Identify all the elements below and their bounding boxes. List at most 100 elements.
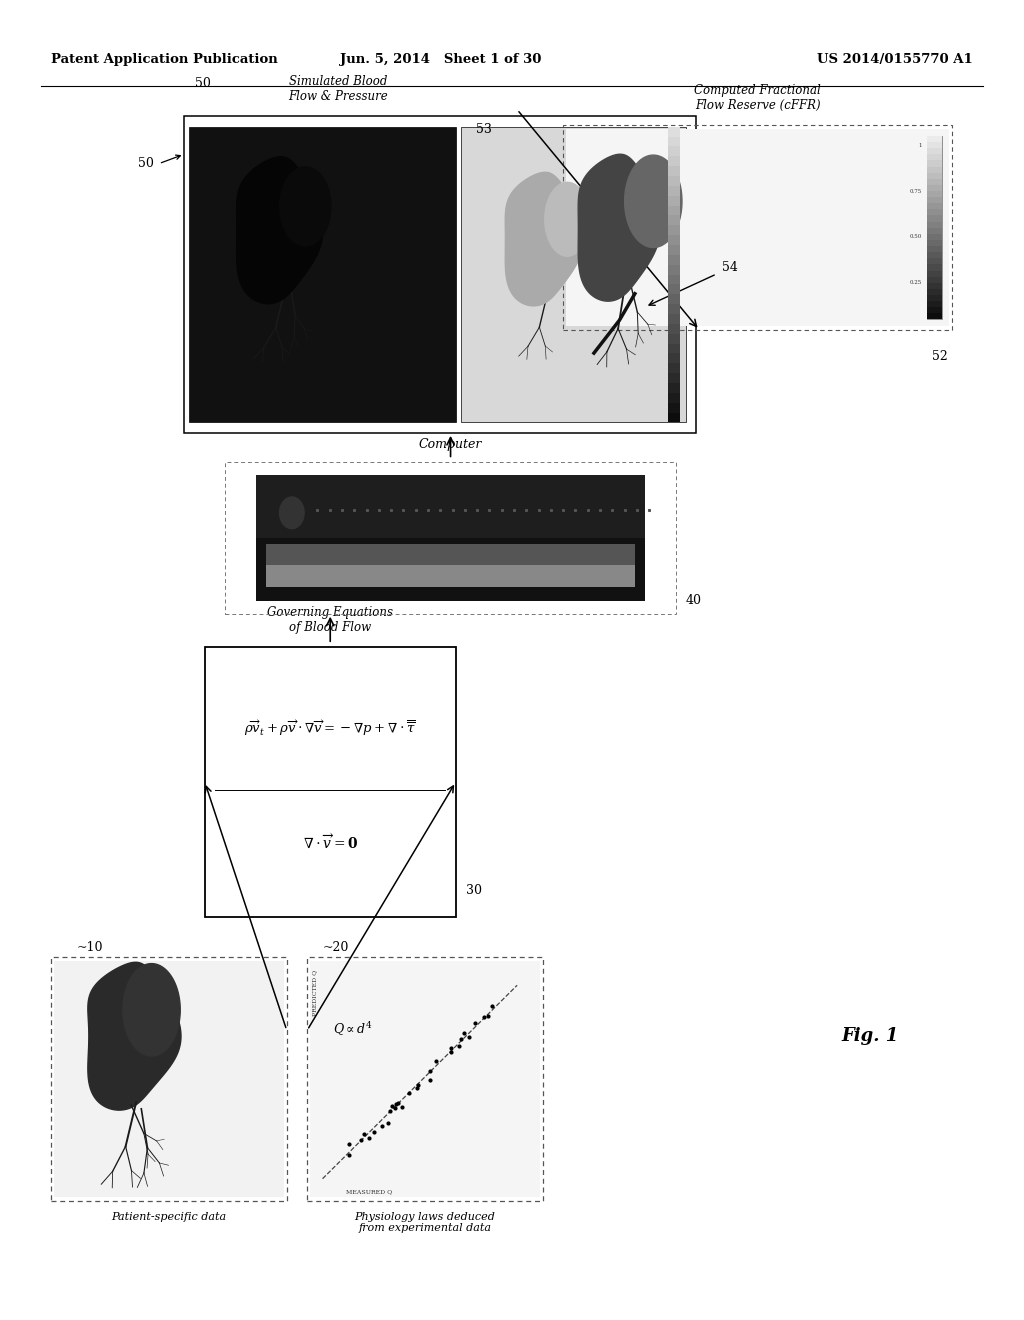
Text: Jun. 5, 2014   Sheet 1 of 30: Jun. 5, 2014 Sheet 1 of 30 <box>340 53 541 66</box>
Bar <box>927 173 942 178</box>
Point <box>456 1023 472 1044</box>
Point <box>382 1100 398 1121</box>
Text: PREDICTED Q: PREDICTED Q <box>312 970 317 1016</box>
Bar <box>927 271 942 277</box>
Bar <box>927 308 942 313</box>
Bar <box>927 294 942 301</box>
Point <box>366 1122 382 1143</box>
Bar <box>668 235 680 246</box>
Bar <box>927 136 942 143</box>
Point <box>442 1038 459 1059</box>
Text: $\nabla\cdot\overrightarrow{v} = \mathbf{0}$: $\nabla\cdot\overrightarrow{v} = \mathbf… <box>302 833 358 851</box>
Bar <box>927 240 942 246</box>
Bar <box>927 143 942 148</box>
Text: 30: 30 <box>466 884 482 898</box>
Bar <box>927 166 942 173</box>
Bar <box>927 136 942 319</box>
Text: ~20: ~20 <box>323 941 349 954</box>
Point <box>454 1028 470 1049</box>
Polygon shape <box>505 173 584 306</box>
Text: $\overrightarrow{\rho v}_t + \rho\overrightarrow{v}\cdot\nabla\overrightarrow{v}: $\overrightarrow{\rho v}_t + \rho\overri… <box>245 718 416 738</box>
Bar <box>927 227 942 234</box>
Text: 50: 50 <box>137 157 154 170</box>
Bar <box>54 961 284 1197</box>
Bar <box>927 277 942 282</box>
Bar <box>668 403 680 413</box>
Polygon shape <box>625 156 682 247</box>
Bar <box>668 334 680 343</box>
Bar <box>927 154 942 161</box>
Point <box>341 1134 357 1155</box>
Bar <box>927 259 942 264</box>
Text: 0.50: 0.50 <box>909 235 922 239</box>
Bar <box>668 176 680 186</box>
Bar <box>668 393 680 403</box>
Bar <box>927 148 942 154</box>
Point <box>374 1115 390 1137</box>
Point <box>410 1077 426 1098</box>
Bar <box>668 127 680 136</box>
Bar <box>927 178 942 185</box>
Circle shape <box>280 496 304 528</box>
Polygon shape <box>88 962 181 1110</box>
Bar <box>51 957 287 1201</box>
Bar <box>668 354 680 363</box>
Text: Patient-specific data: Patient-specific data <box>112 1212 226 1222</box>
Bar <box>668 166 680 176</box>
Bar <box>927 264 942 271</box>
Bar <box>668 343 680 354</box>
Bar <box>927 282 942 289</box>
Bar <box>668 156 680 166</box>
Bar <box>668 294 680 304</box>
Point <box>388 1094 404 1115</box>
Bar <box>310 961 540 1197</box>
Point <box>479 1006 496 1027</box>
Bar <box>461 127 686 422</box>
Point <box>341 1144 357 1166</box>
Bar <box>668 136 680 147</box>
Text: MEASURED Q: MEASURED Q <box>345 1189 392 1195</box>
Point <box>393 1097 410 1118</box>
Point <box>427 1051 443 1072</box>
Bar <box>266 565 635 587</box>
Point <box>353 1130 370 1151</box>
Point <box>355 1123 372 1144</box>
Text: ~10: ~10 <box>77 941 103 954</box>
Bar <box>563 125 952 330</box>
Point <box>476 1006 493 1027</box>
Bar <box>668 255 680 265</box>
Bar <box>668 206 680 215</box>
Text: Physiology laws deduced
from experimental data: Physiology laws deduced from experimenta… <box>354 1212 496 1233</box>
Bar <box>668 195 680 206</box>
Bar <box>668 374 680 383</box>
Text: 1: 1 <box>919 143 922 148</box>
Bar <box>927 215 942 222</box>
Text: 40: 40 <box>686 594 702 607</box>
Text: 54: 54 <box>722 261 738 273</box>
Bar <box>927 252 942 259</box>
Polygon shape <box>123 964 180 1056</box>
Polygon shape <box>237 157 323 304</box>
Bar <box>927 197 942 203</box>
Text: Patent Application Publication: Patent Application Publication <box>51 53 278 66</box>
Text: Fig. 1: Fig. 1 <box>842 1027 899 1045</box>
Bar <box>668 265 680 275</box>
Bar <box>668 314 680 323</box>
Bar <box>307 957 543 1201</box>
Bar <box>668 275 680 284</box>
Text: 50: 50 <box>195 77 211 90</box>
Bar <box>927 222 942 227</box>
Bar <box>668 246 680 255</box>
Polygon shape <box>280 166 331 246</box>
Point <box>411 1074 427 1096</box>
Point <box>384 1096 400 1117</box>
Point <box>443 1041 460 1063</box>
Bar <box>927 210 942 215</box>
Text: Computed Fractional
Flow Reserve (cFFR): Computed Fractional Flow Reserve (cFFR) <box>694 84 821 112</box>
Bar <box>668 363 680 374</box>
Point <box>422 1060 438 1081</box>
Bar <box>927 191 942 197</box>
Bar <box>927 313 942 319</box>
Bar <box>266 544 635 587</box>
Bar <box>225 462 676 614</box>
